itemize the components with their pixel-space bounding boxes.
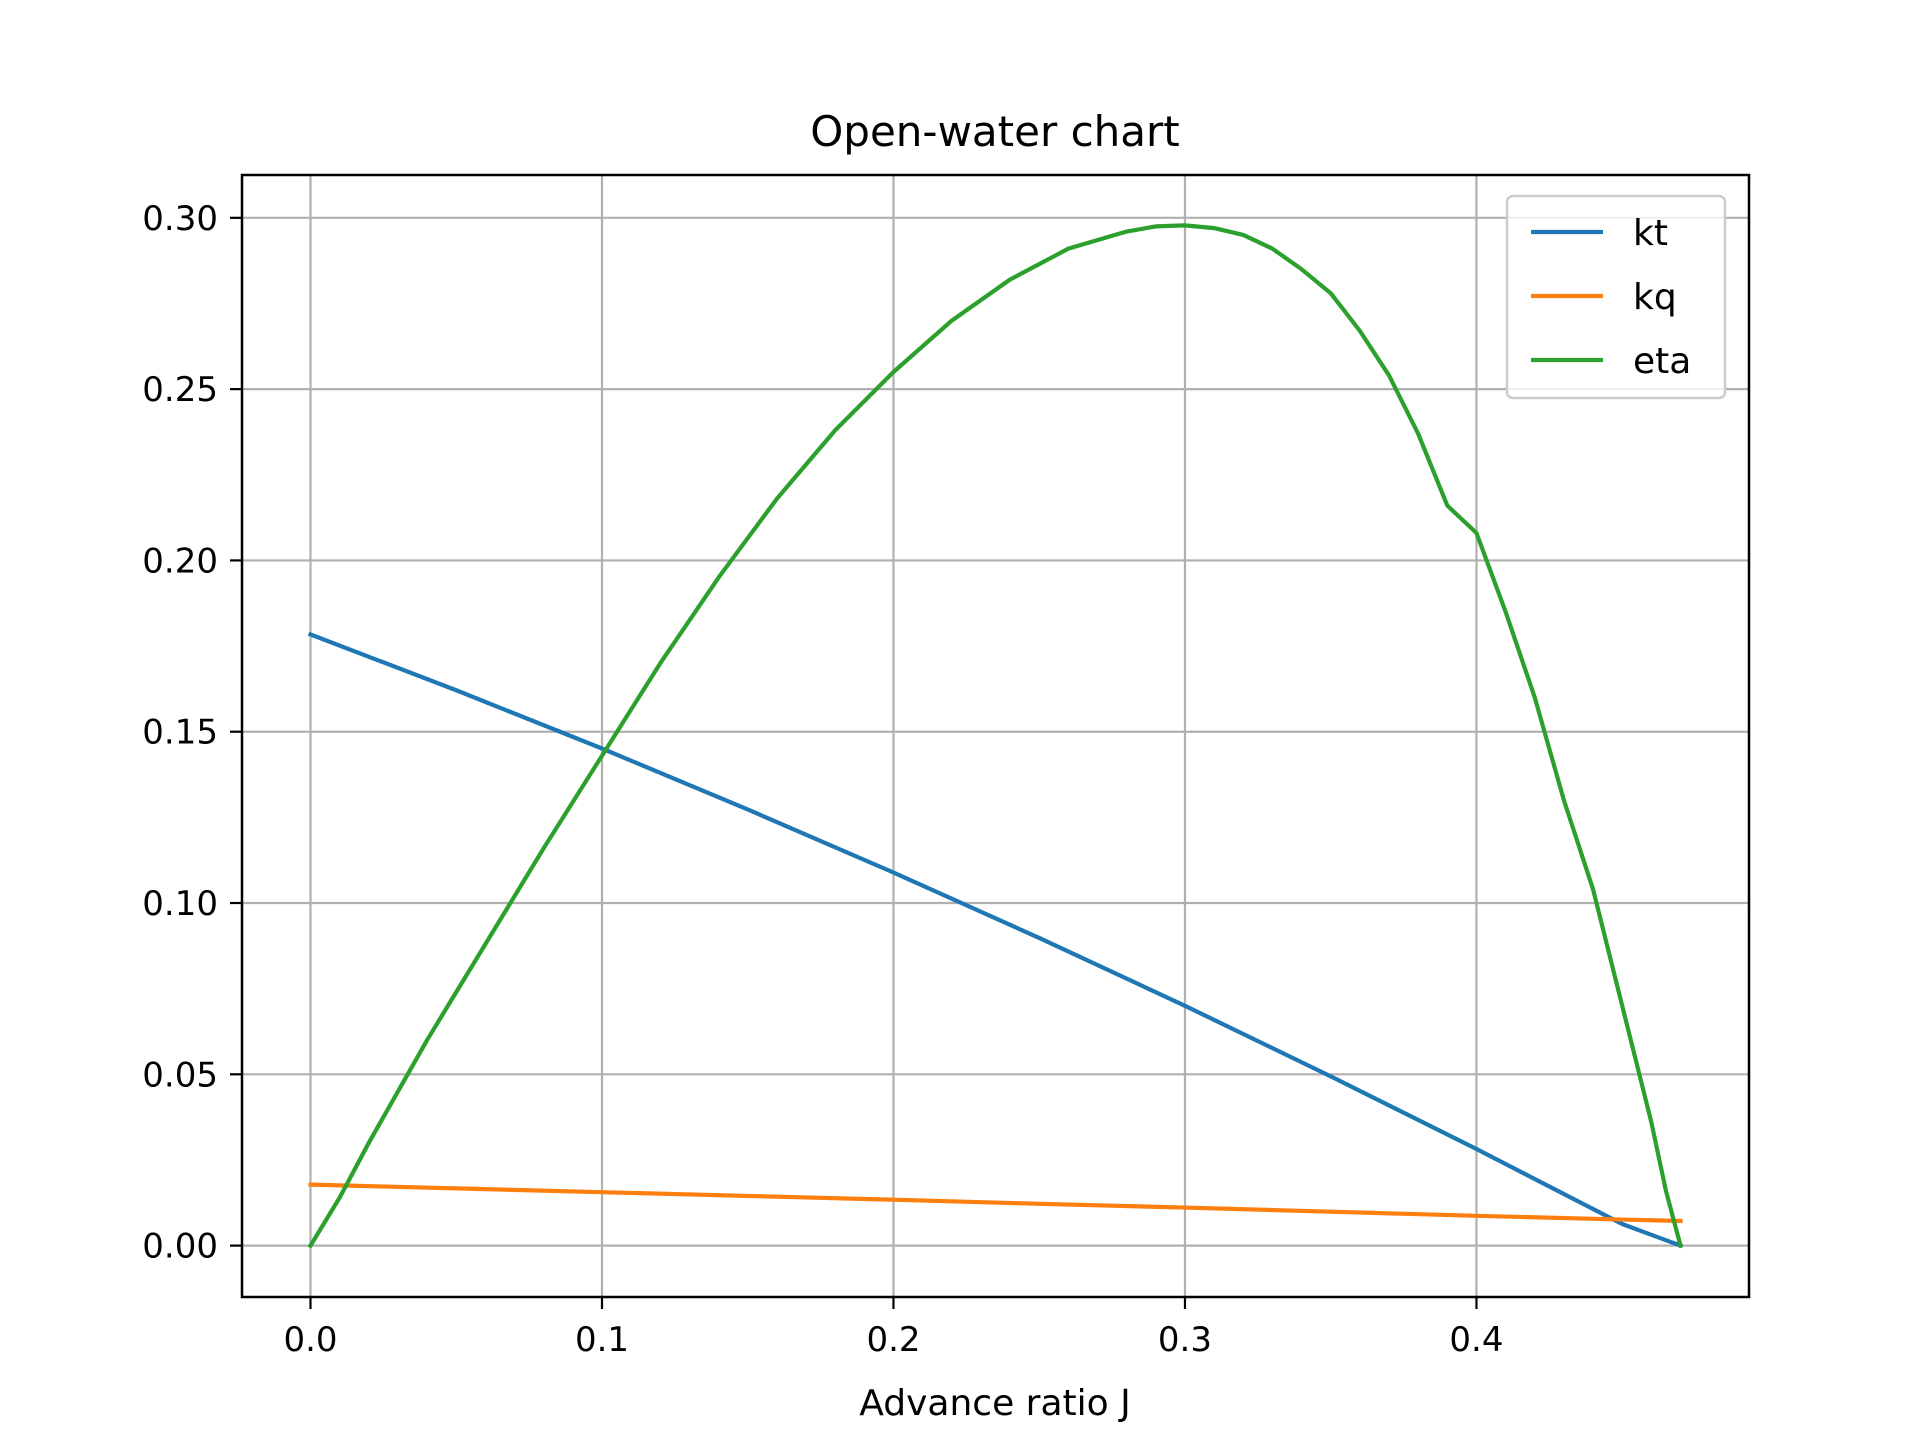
legend-item-kt: kt (1531, 213, 1668, 254)
y-tick-label: 0.30 (142, 199, 218, 239)
y-tick-label: 0.00 (142, 1227, 218, 1267)
series-line-kq (308, 1182, 1683, 1224)
series-line-eta (307, 223, 1684, 1249)
legend-box (1505, 194, 1727, 400)
x-tick-label: 0.2 (866, 1320, 920, 1360)
x-tick-label: 0.4 (1449, 1320, 1503, 1360)
y-tick-label: 0.20 (142, 541, 218, 581)
x-tick-label: 0.1 (575, 1320, 629, 1360)
y-tick-label: 0.25 (142, 370, 218, 410)
legend-label-kt: kt (1633, 213, 1668, 254)
legend-label-kq: kq (1633, 277, 1677, 318)
legend-label-eta: eta (1633, 341, 1691, 382)
chart-title: Open-water chart (810, 107, 1180, 156)
y-tick-label: 0.05 (142, 1055, 218, 1095)
series-line-kt (307, 631, 1684, 1249)
grid (242, 175, 1749, 1297)
y-tick-label: 0.10 (142, 884, 218, 924)
legend-item-kq: kq (1531, 277, 1677, 318)
legend-item-eta: eta (1531, 341, 1691, 382)
legend: kt kq eta (1505, 194, 1727, 400)
axis-ticks: 0.0 0.1 0.2 0.3 0.4 0.00 0.05 0.10 0.15 0.20 0.25 0… (142, 199, 1503, 1360)
y-tick-label: 0.15 (142, 713, 218, 753)
plot-frame (240, 173, 1751, 1299)
x-tick-label: 0.3 (1158, 1320, 1212, 1360)
series-layer (307, 223, 1684, 1249)
x-axis-label: Advance ratio J (859, 1383, 1130, 1424)
x-tick-label: 0.0 (283, 1320, 337, 1360)
